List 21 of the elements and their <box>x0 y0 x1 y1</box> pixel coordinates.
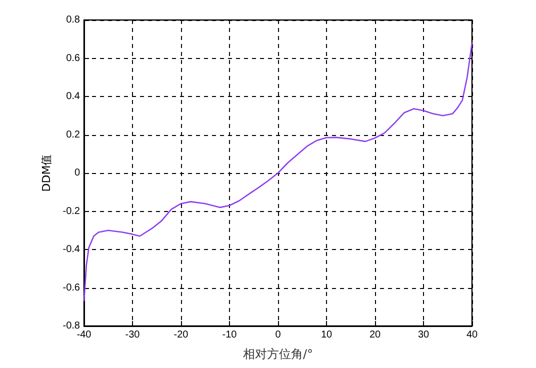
y-tick-label: 0 <box>74 168 80 178</box>
line-series <box>83 42 473 302</box>
y-tick-label: -0.4 <box>62 244 80 255</box>
y-tick-label: -0.2 <box>62 206 80 217</box>
x-tick-label: 40 <box>466 330 478 340</box>
y-tick-label: 0.4 <box>66 91 80 102</box>
y-tick-label: 0.8 <box>66 14 80 26</box>
x-tick-label: 30 <box>418 330 430 340</box>
x-tick-label: -10 <box>222 330 238 340</box>
y-axis-title: DDM值 <box>40 154 53 192</box>
y-tick-label: 0.2 <box>66 129 80 140</box>
x-tick-label: -40 <box>76 330 92 340</box>
x-tick-label: 0 <box>275 330 282 340</box>
y-tick-label: 0.6 <box>66 52 80 64</box>
y-tick-label: -0.8 <box>62 320 80 332</box>
x-axis-title: 相对方位角/° <box>242 347 314 361</box>
y-tick-label: -0.6 <box>62 282 80 294</box>
x-tick-label: -30 <box>125 330 140 340</box>
x-tick-label: -20 <box>174 330 189 340</box>
x-tick-label: 10 <box>320 330 332 340</box>
x-tick-label: 20 <box>369 330 381 340</box>
